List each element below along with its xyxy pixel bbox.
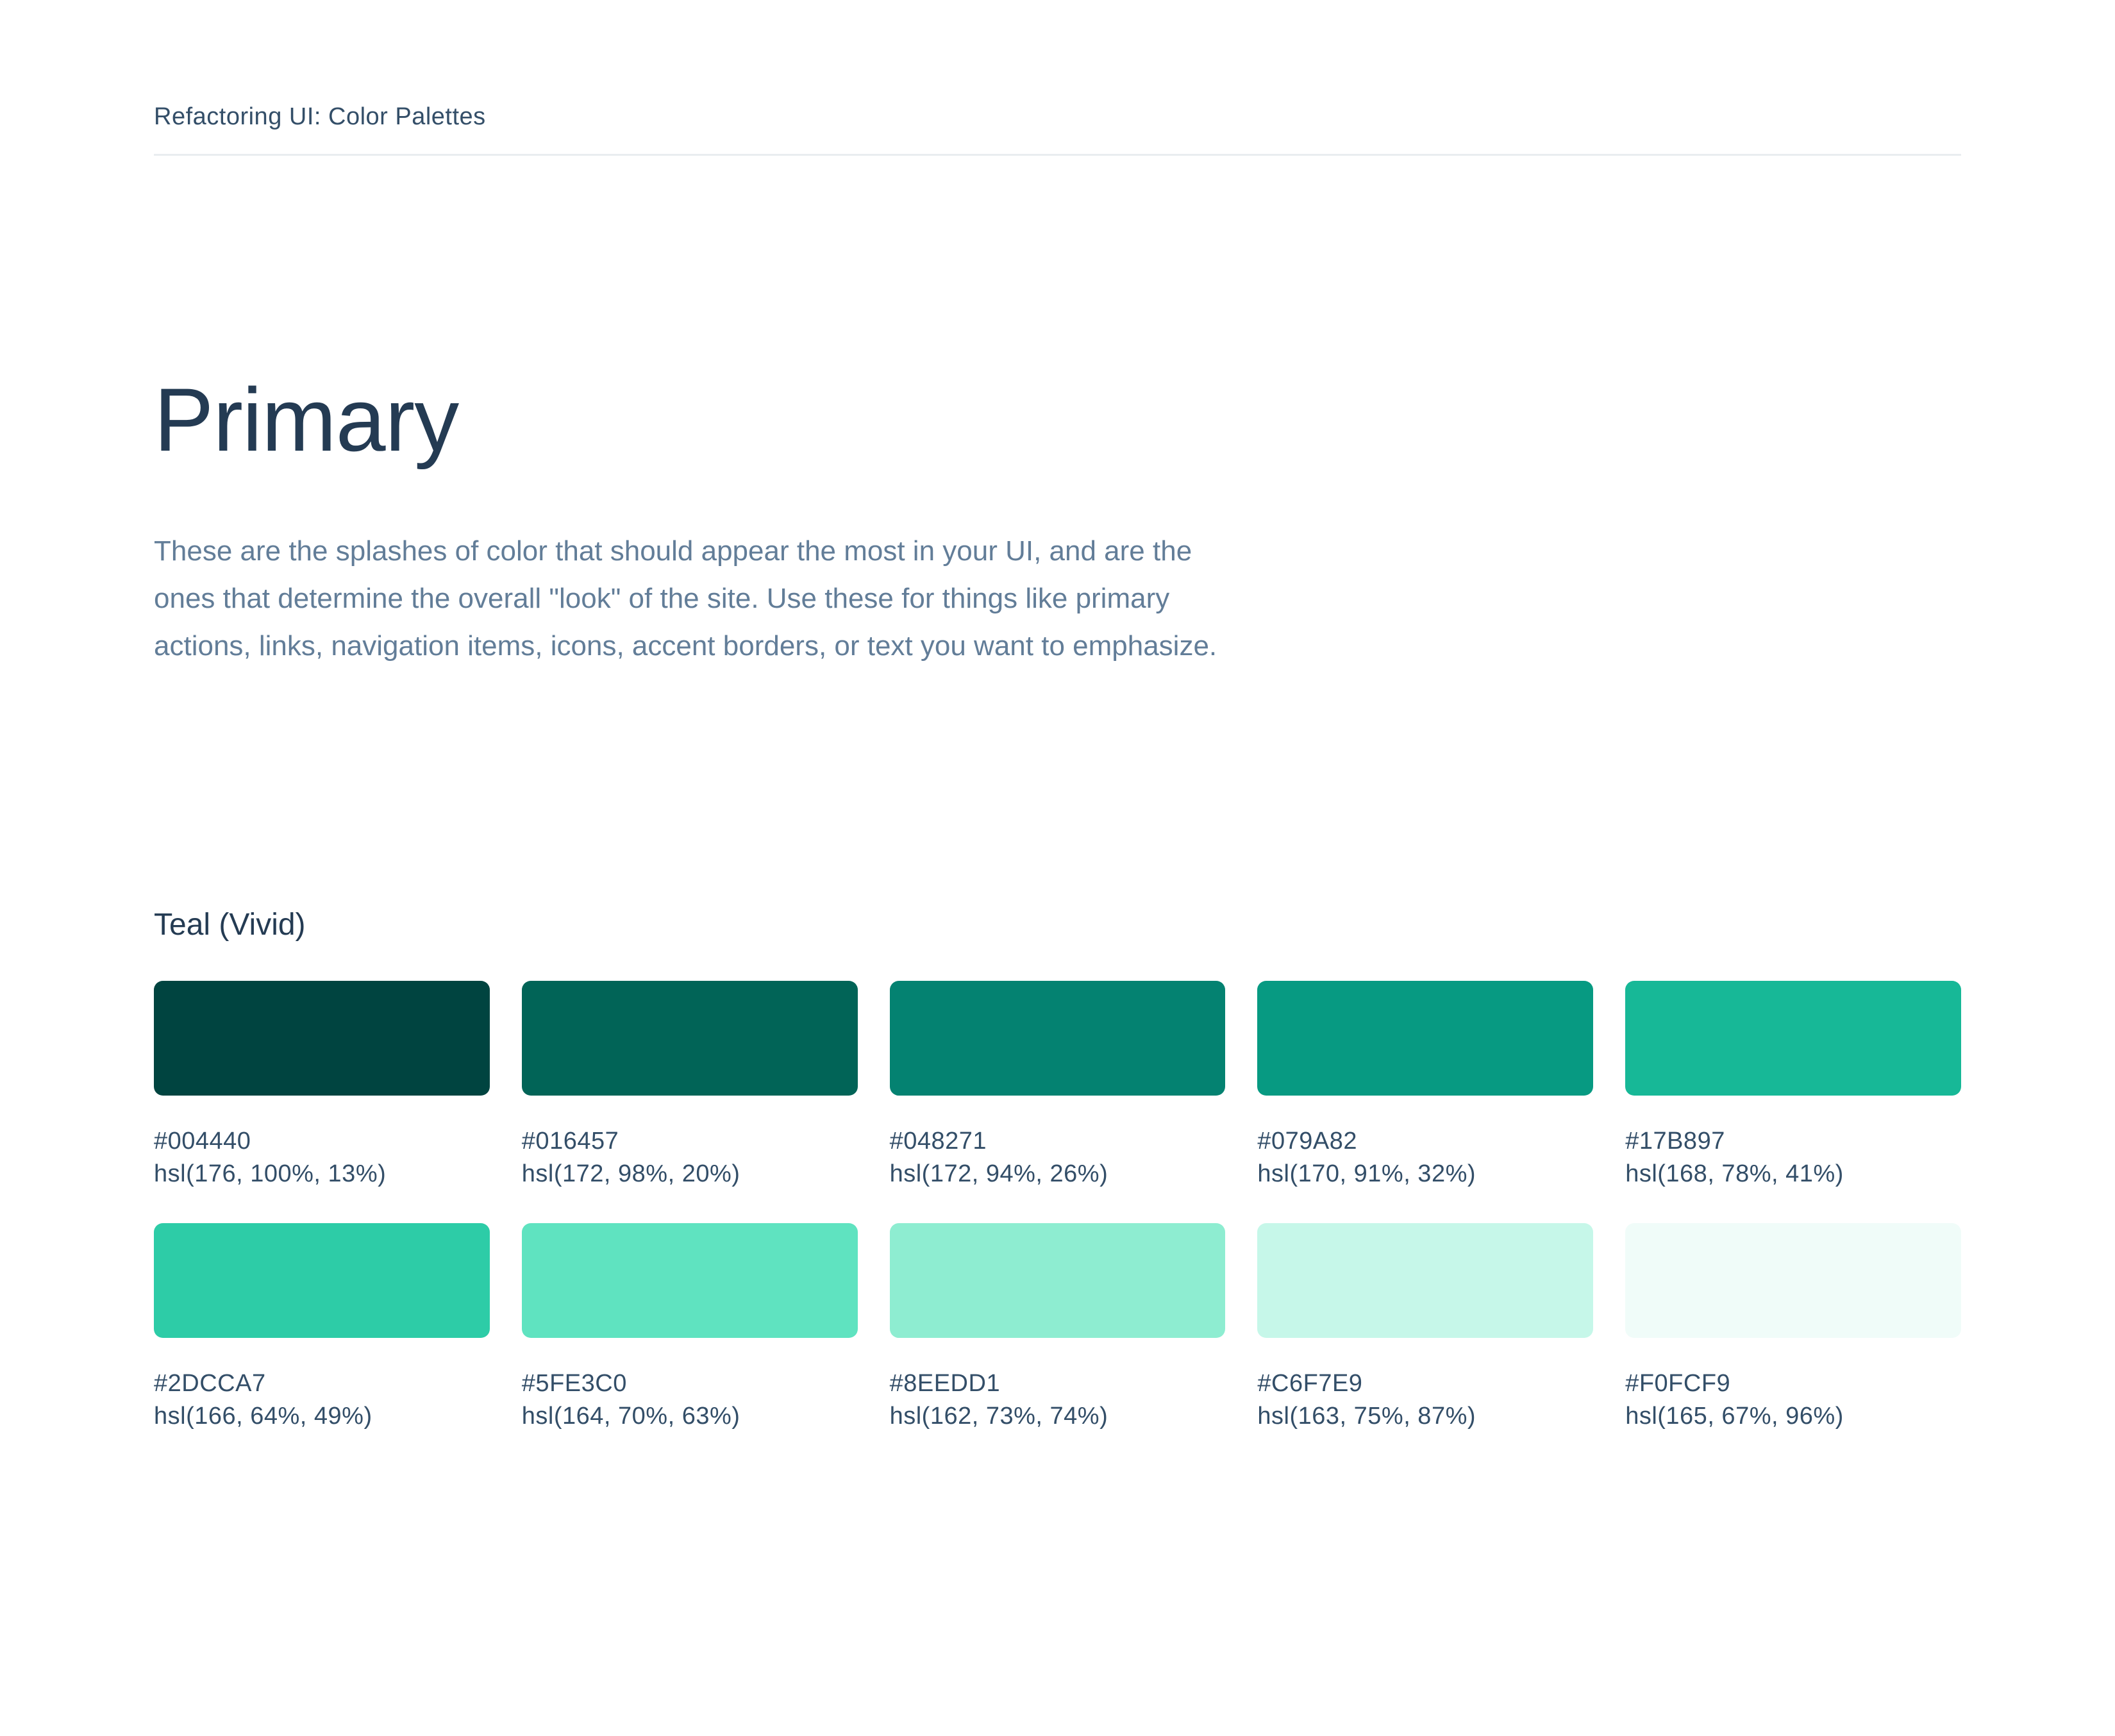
swatch-hsl-label: hsl(162, 73%, 74%) <box>889 1403 1108 1430</box>
swatch-cell-3: #048271 hsl(172, 94%, 26%) <box>889 981 1226 1190</box>
swatch-hex-label: #5FE3C0 <box>521 1370 627 1397</box>
swatch-hex-label: #F0FCF9 <box>1625 1370 1731 1397</box>
page-header: Refactoring UI: Color Palettes <box>154 101 1961 156</box>
swatch-hex-label: #C6F7E9 <box>1257 1370 1363 1397</box>
swatch-hsl-label: hsl(165, 67%, 96%) <box>1625 1403 1844 1430</box>
swatch-grid: #004440 hsl(176, 100%, 13%) #016457 hsl(… <box>154 981 1961 1433</box>
swatch-hex-label: #004440 <box>154 1128 251 1155</box>
color-swatch <box>154 981 490 1096</box>
swatch-hex-label: #17B897 <box>1625 1128 1725 1155</box>
swatch-hsl-label: hsl(163, 75%, 87%) <box>1257 1403 1476 1430</box>
palette-heading: Teal (Vivid) <box>154 908 306 942</box>
color-swatch <box>521 1223 858 1338</box>
swatch-cell-4: #079A82 hsl(170, 91%, 32%) <box>1257 981 1594 1190</box>
color-swatch <box>1625 981 1961 1096</box>
swatch-hex-label: #016457 <box>521 1128 619 1155</box>
swatch-hsl-label: hsl(164, 70%, 63%) <box>521 1403 740 1430</box>
swatch-hex-label: #048271 <box>889 1128 987 1155</box>
swatch-hex-label: #2DCCA7 <box>154 1370 266 1397</box>
palette-section: Teal (Vivid) #004440 hsl(176, 100%, 13%)… <box>154 906 1961 1433</box>
page-title: Primary <box>154 369 459 470</box>
swatch-hex-label: #079A82 <box>1257 1128 1358 1155</box>
swatch-hsl-label: hsl(166, 64%, 49%) <box>154 1403 372 1430</box>
color-swatch <box>1625 1223 1961 1338</box>
header-title: Refactoring UI: Color Palettes <box>154 103 486 130</box>
color-swatch <box>521 981 858 1096</box>
color-swatch <box>1257 981 1594 1096</box>
page-description: These are the splashes of color that sho… <box>154 535 1217 662</box>
swatch-hsl-label: hsl(170, 91%, 32%) <box>1257 1160 1476 1187</box>
swatch-cell-10: #F0FCF9 hsl(165, 67%, 96%) <box>1625 1223 1961 1433</box>
page: Refactoring UI: Color Palettes Primary T… <box>0 101 2115 1433</box>
swatch-cell-5: #17B897 hsl(168, 78%, 41%) <box>1625 981 1961 1190</box>
color-swatch <box>889 1223 1226 1338</box>
swatch-cell-1: #004440 hsl(176, 100%, 13%) <box>154 981 490 1190</box>
swatch-hsl-label: hsl(176, 100%, 13%) <box>154 1160 387 1187</box>
swatch-cell-8: #8EEDD1 hsl(162, 73%, 74%) <box>889 1223 1226 1433</box>
swatch-cell-2: #016457 hsl(172, 98%, 20%) <box>521 981 858 1190</box>
swatch-cell-6: #2DCCA7 hsl(166, 64%, 49%) <box>154 1223 490 1433</box>
color-swatch <box>1257 1223 1594 1338</box>
swatch-hsl-label: hsl(168, 78%, 41%) <box>1625 1160 1844 1187</box>
color-swatch <box>154 1223 490 1338</box>
swatch-cell-7: #5FE3C0 hsl(164, 70%, 63%) <box>521 1223 858 1433</box>
swatch-hsl-label: hsl(172, 98%, 20%) <box>521 1160 740 1187</box>
swatch-cell-9: #C6F7E9 hsl(163, 75%, 87%) <box>1257 1223 1594 1433</box>
swatch-hsl-label: hsl(172, 94%, 26%) <box>889 1160 1108 1187</box>
swatch-hex-label: #8EEDD1 <box>889 1370 1001 1397</box>
color-swatch <box>889 981 1226 1096</box>
